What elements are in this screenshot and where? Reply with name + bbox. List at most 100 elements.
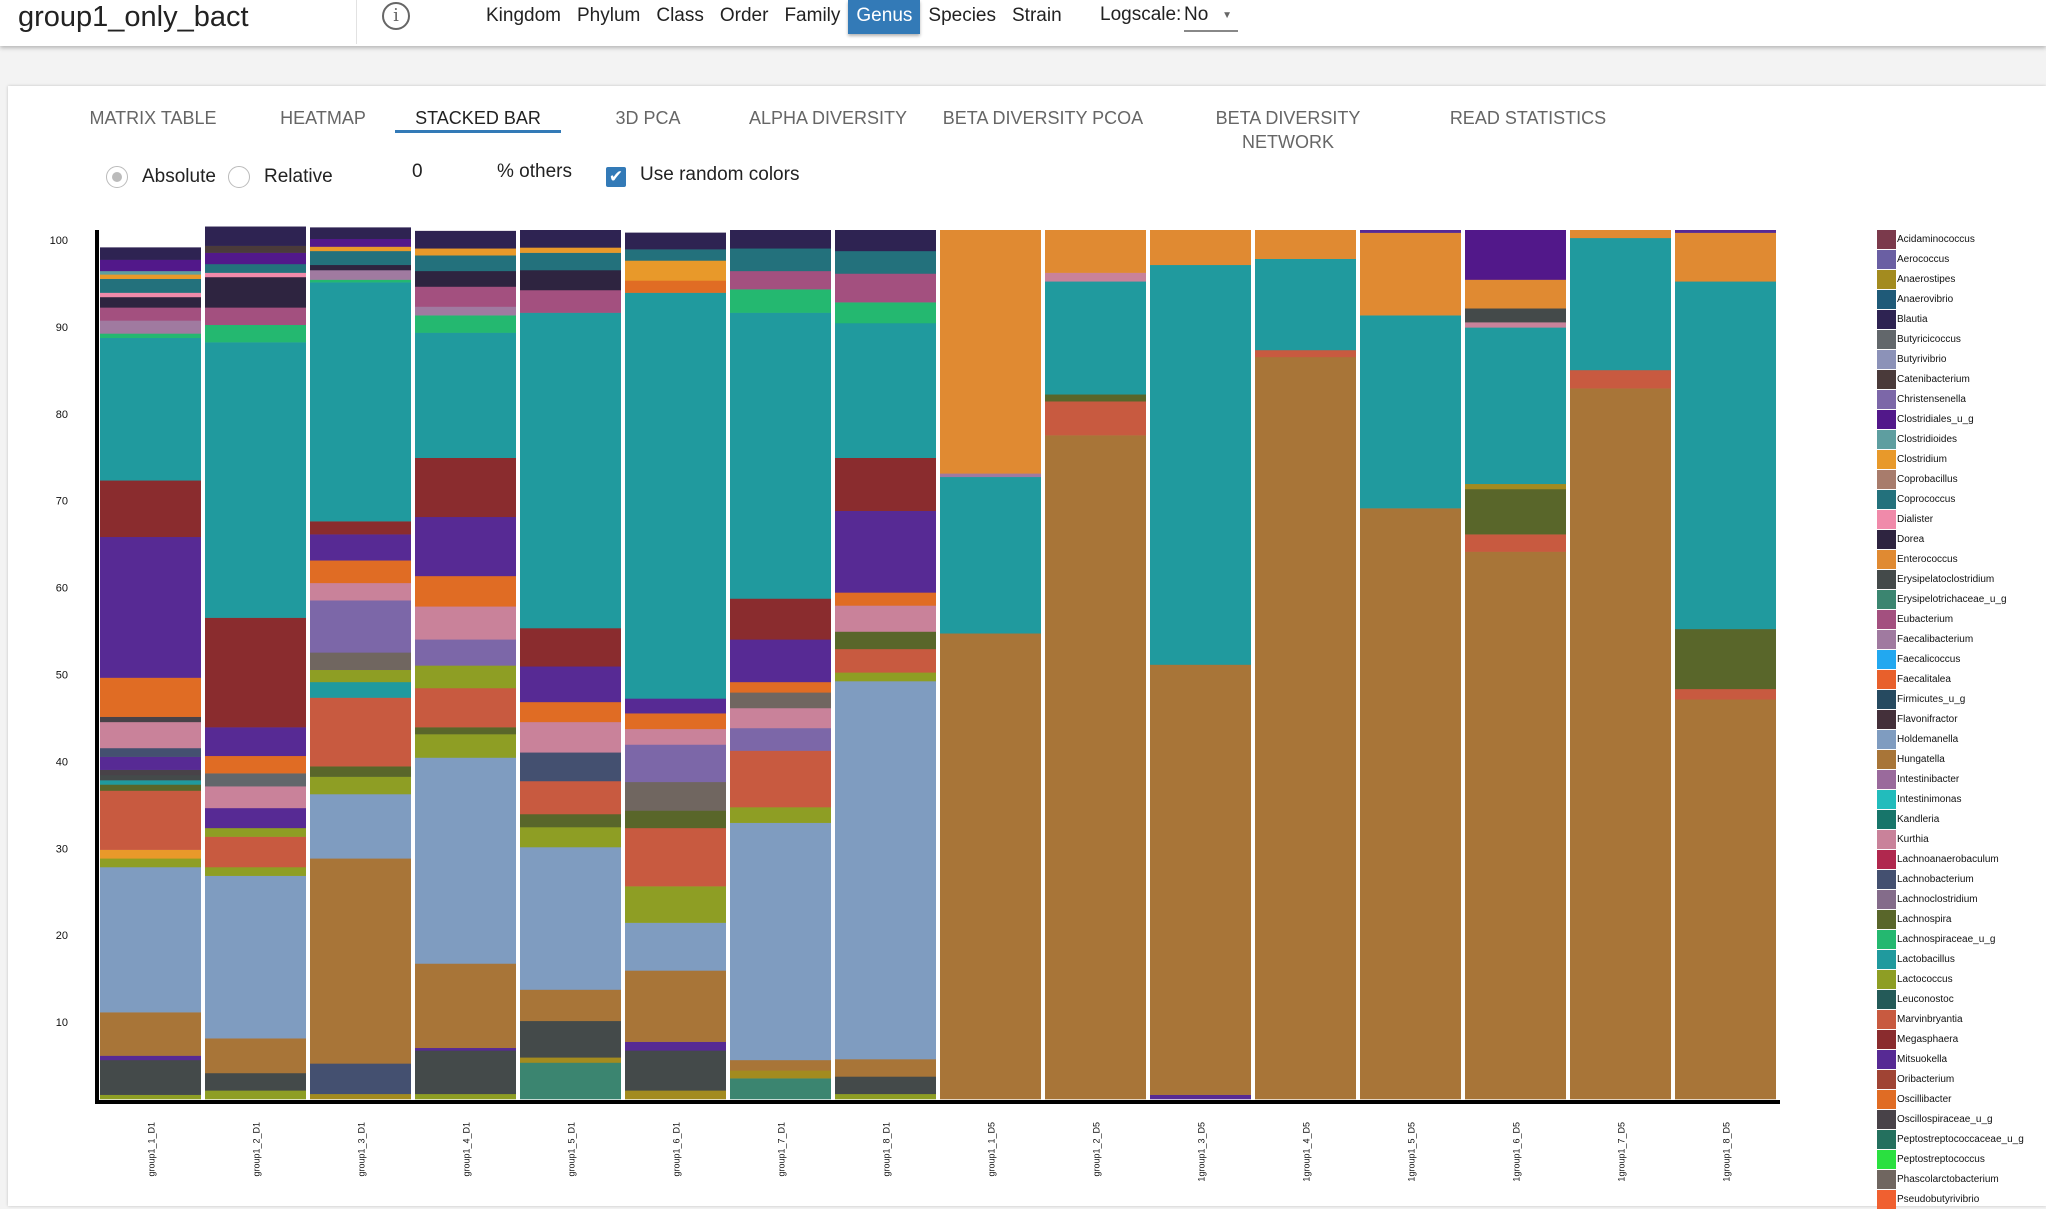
legend-item[interactable]: Lachnospira xyxy=(1877,909,1951,929)
legend-item[interactable]: Faecalitalea xyxy=(1877,669,1951,689)
legend-item[interactable]: Pseudobutyrivibrio xyxy=(1877,1189,1979,1209)
bar-segment-erysipelatoclostridium xyxy=(100,774,201,781)
legend-item[interactable]: Oribacterium xyxy=(1877,1069,1954,1089)
legend-item[interactable]: Lachnospiraceae_u_g xyxy=(1877,929,1995,949)
bar-segment-clostridium xyxy=(625,260,726,281)
legend-label: Oribacterium xyxy=(1897,1073,1955,1085)
legend-item[interactable]: Holdemanella xyxy=(1877,729,1958,749)
caret-down-icon: ▼ xyxy=(1222,10,1232,21)
legend-item[interactable]: Faecalicoccus xyxy=(1877,649,1960,669)
legend-item[interactable]: Firmicutes_u_g xyxy=(1877,689,1965,709)
legend-item[interactable]: Leuconostoc xyxy=(1877,989,1954,1009)
legend-item[interactable]: Oscillibacter xyxy=(1877,1089,1951,1109)
level-family[interactable]: Family xyxy=(784,5,841,26)
legend-item[interactable]: Hungatella xyxy=(1877,749,1945,769)
tab-beta-diversity-pcoa[interactable]: BETA DIVERSITY PCOA xyxy=(942,108,1144,128)
legend-label: Butyrivibrio xyxy=(1897,353,1947,365)
y-axis-line xyxy=(95,230,99,1102)
legend-item[interactable]: Lachnoanaerobaculum xyxy=(1877,849,1999,869)
legend-item[interactable]: Peptostreptococcus xyxy=(1877,1149,1985,1169)
legend-item[interactable]: Coprococcus xyxy=(1877,489,1955,509)
legend-item[interactable]: Mitsuokella xyxy=(1877,1049,1947,1069)
bar-segment-lactobacillus xyxy=(730,312,831,599)
bar-segment-blautia xyxy=(730,230,831,249)
legend-item[interactable]: Erysipelatoclostridium xyxy=(1877,569,1994,589)
level-order[interactable]: Order xyxy=(719,5,769,26)
bar-segment-lactobacillus xyxy=(415,332,516,458)
legend-item[interactable]: Clostridiales_u_g xyxy=(1877,409,1974,429)
legend-item[interactable]: Butyricicoccus xyxy=(1877,329,1961,349)
bar-segment-anaerostipes xyxy=(520,1057,621,1063)
tab-read-statistics[interactable]: READ STATISTICS xyxy=(1449,108,1607,128)
legend-item[interactable]: Clostridium xyxy=(1877,449,1947,469)
bar-segment-marvinbryantia xyxy=(1465,534,1566,552)
tab-alpha-diversity[interactable]: ALPHA DIVERSITY xyxy=(748,108,908,128)
legend-item[interactable]: Marvinbryantia xyxy=(1877,1009,1963,1029)
legend-item[interactable]: Kandleria xyxy=(1877,809,1939,829)
tab-stacked-bar[interactable]: STACKED BAR xyxy=(415,108,541,128)
legend-item[interactable]: Lachnobacterium xyxy=(1877,869,1974,889)
legend-item[interactable]: Flavonifractor xyxy=(1877,709,1958,729)
bar-segment-mitsuokella xyxy=(415,1047,516,1051)
x-tick-label: group1_1_D5 xyxy=(987,1122,997,1177)
legend-item[interactable]: Anaerovibrio xyxy=(1877,289,1953,309)
bar-segment-lactococcus xyxy=(100,858,201,868)
bar-segment-mitsuokella xyxy=(310,534,411,561)
level-class[interactable]: Class xyxy=(656,5,704,26)
legend-label: Megasphaera xyxy=(1897,1033,1959,1045)
relative-radio[interactable] xyxy=(228,166,250,188)
legend-item[interactable]: Christensenella xyxy=(1877,389,1966,409)
legend-label: Coprobacillus xyxy=(1897,473,1958,485)
bar-segment-lachnospiraceae_u_g xyxy=(730,289,831,313)
x-tick-label: 1group1_4_D5 xyxy=(1302,1122,1312,1182)
legend-item[interactable]: Peptostreptococcaceae_u_g xyxy=(1877,1129,2024,1149)
bar-segment-marvinbryantia xyxy=(1675,688,1776,700)
bar-segment-hungatella xyxy=(310,858,411,1064)
bar-segment-enterococcus xyxy=(1045,230,1146,273)
level-kingdom[interactable]: Kingdom xyxy=(486,5,561,26)
bar-segment-marvinbryantia xyxy=(625,827,726,887)
level-genus[interactable]: Genus xyxy=(848,0,921,34)
legend-item[interactable]: Phascolarctobacterium xyxy=(1877,1169,1999,1189)
others-percent-input[interactable]: 0 xyxy=(412,161,423,182)
legend-item[interactable]: Eubacterium xyxy=(1877,609,1953,629)
legend-item[interactable]: Clostridioides xyxy=(1877,429,1957,449)
legend-item[interactable]: Blautia xyxy=(1877,309,1928,329)
absolute-radio[interactable] xyxy=(106,166,128,188)
legend-label: Phascolarctobacterium xyxy=(1897,1173,1999,1185)
legend-item[interactable]: Dorea xyxy=(1877,529,1924,549)
x-tick-label: 1group1_6_D5 xyxy=(1512,1122,1522,1182)
legend-item[interactable]: Kurthia xyxy=(1877,829,1929,849)
bar-segment-dorea xyxy=(520,269,621,291)
legend-item[interactable]: Anaerostipes xyxy=(1877,269,1955,289)
tab-heatmap[interactable]: HEATMAP xyxy=(280,108,366,128)
legend-item[interactable]: Dialister xyxy=(1877,509,1933,529)
legend-item[interactable]: Coprobacillus xyxy=(1877,469,1958,489)
legend-item[interactable]: Lactobacillus xyxy=(1877,949,1955,969)
legend-item[interactable]: Oscillospiraceae_u_g xyxy=(1877,1109,1993,1129)
legend-swatch xyxy=(1877,569,1896,589)
level-strain[interactable]: Strain xyxy=(1012,5,1062,26)
legend-item[interactable]: Butyrivibrio xyxy=(1877,349,1946,369)
legend-item[interactable]: Megasphaera xyxy=(1877,1029,1958,1049)
legend-swatch xyxy=(1877,1089,1896,1109)
legend-item[interactable]: Lachnoclostridium xyxy=(1877,889,1978,909)
tab-3d-pca[interactable]: 3D PCA xyxy=(615,108,681,128)
legend-item[interactable]: Faecalibacterium xyxy=(1877,629,1973,649)
tab-beta-diversity-network[interactable]: BETA DIVERSITY NETWORK xyxy=(1215,108,1361,152)
random-colors-checkbox[interactable]: ✔ xyxy=(606,167,626,187)
bar-segment-dialister xyxy=(205,272,306,278)
tab-matrix-table[interactable]: MATRIX TABLE xyxy=(89,108,217,128)
legend-item[interactable]: Aerococcus xyxy=(1877,249,1949,269)
legend-item[interactable]: Intestinimonas xyxy=(1877,789,1961,809)
level-species[interactable]: Species xyxy=(928,5,996,26)
legend-item[interactable]: Catenibacterium xyxy=(1877,369,1970,389)
legend-item[interactable]: Acidaminococcus xyxy=(1877,229,1975,249)
legend-item[interactable]: Enterococcus xyxy=(1877,549,1958,569)
legend-item[interactable]: Intestinibacter xyxy=(1877,769,1959,789)
logscale-select[interactable]: No ▼ xyxy=(1184,4,1238,32)
level-phylum[interactable]: Phylum xyxy=(577,5,641,26)
legend-item[interactable]: Erysipelotrichaceae_u_g xyxy=(1877,589,2007,609)
info-circle-icon[interactable]: i xyxy=(382,2,410,30)
legend-item[interactable]: Lactococcus xyxy=(1877,969,1953,989)
